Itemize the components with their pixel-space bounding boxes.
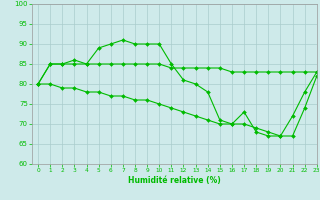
X-axis label: Humidité relative (%): Humidité relative (%) xyxy=(128,176,221,185)
